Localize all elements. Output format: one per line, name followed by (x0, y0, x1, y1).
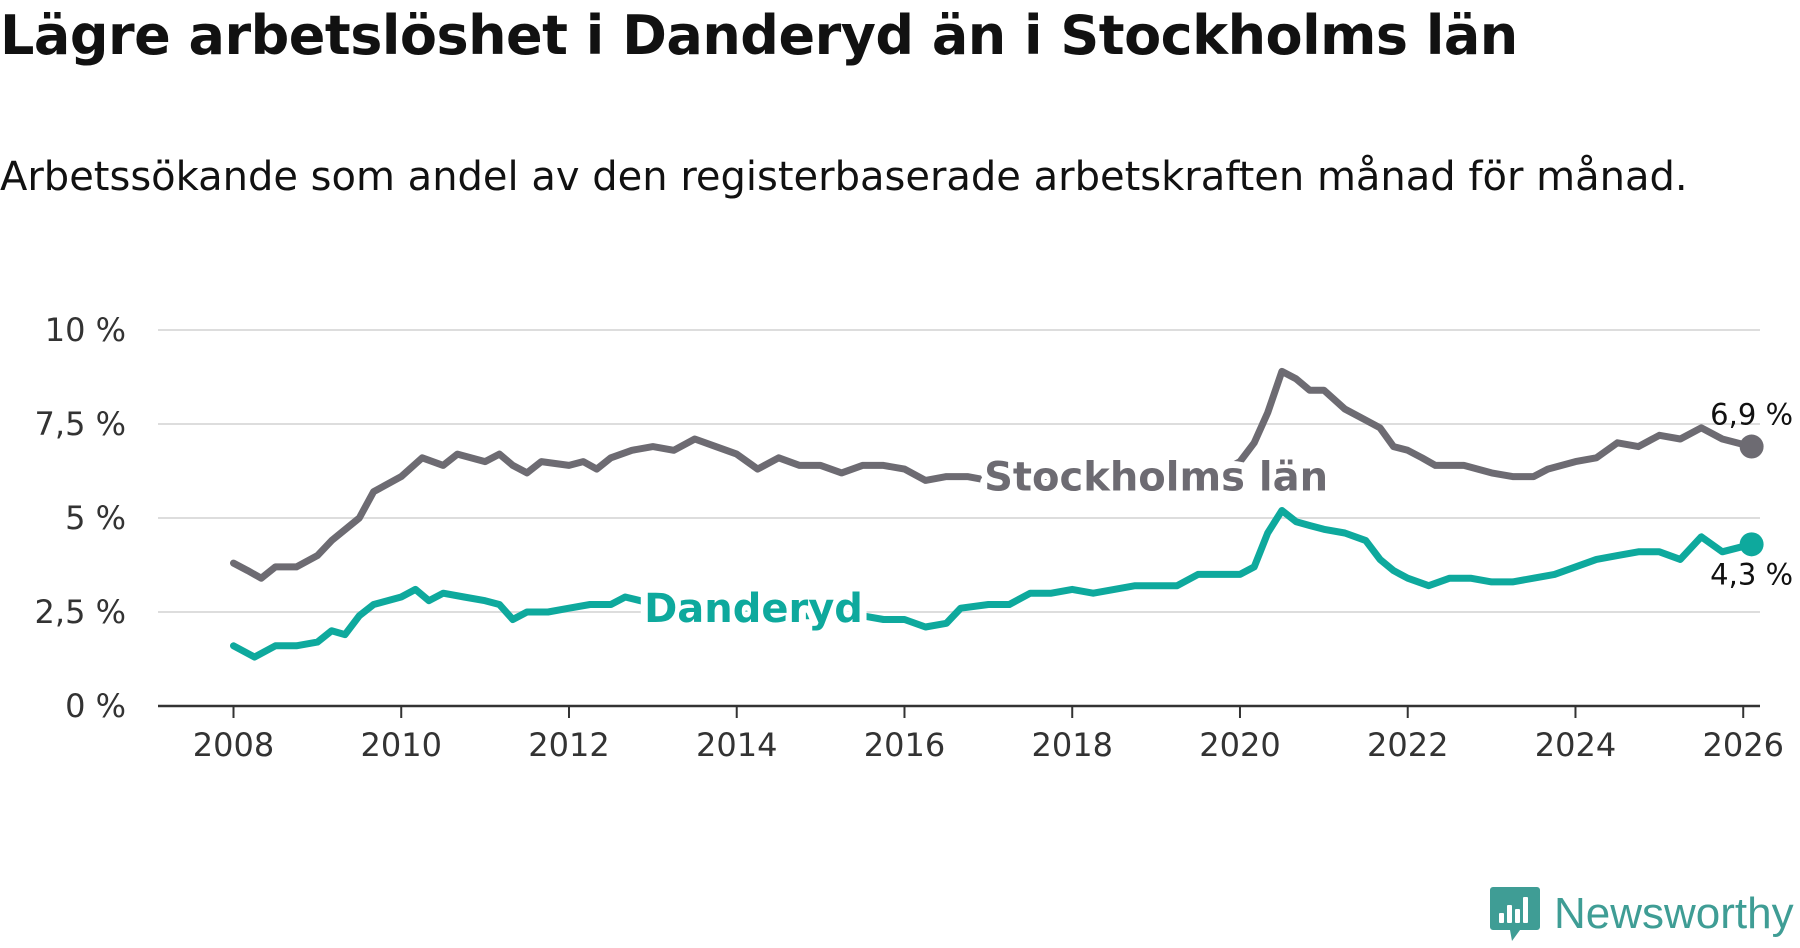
x-tick-label: 2014 (696, 726, 777, 764)
end-value-label-danderyd: 4,3 % (1710, 557, 1793, 591)
end-point-danderyd (1739, 532, 1764, 557)
x-axis: 2008 2010 2012 2014 2016 2018 2020 2022 2024 2026 (158, 704, 1784, 764)
y-tick-label: 2,5 % (35, 593, 126, 631)
brand-name: Newsworthy (1554, 889, 1794, 938)
series-label-stockholms-l-n: Stockholms län (984, 455, 1328, 501)
series-line-stockholms-l-n (230, 367, 1756, 582)
series-line-danderyd (230, 507, 1756, 661)
x-tick-label: 2008 (193, 726, 274, 764)
y-tick-label: 5 % (65, 499, 126, 537)
series-labels: 6,9 % 4,3 % Stockholms län Danderyd (637, 398, 1793, 640)
x-tick-label: 2016 (864, 726, 945, 764)
x-tick-label: 2024 (1535, 726, 1616, 764)
x-tick-label: 2010 (361, 726, 442, 764)
x-tick-label: 2026 (1703, 726, 1784, 764)
series-lines (230, 367, 1764, 661)
end-point-stockholms-l-n (1739, 434, 1764, 459)
end-value-label-stockholms-l-n: 6,9 % (1710, 398, 1793, 432)
y-tick-label: 10 % (45, 311, 126, 349)
newsworthy-logo: Newsworthy (1490, 884, 1794, 944)
y-tick-label: 0 % (65, 687, 126, 725)
y-tick-label: 7,5 % (35, 405, 126, 443)
x-tick-label: 2018 (1032, 726, 1113, 764)
chart-title: Lägre arbetslöshet i Danderyd än i Stock… (0, 4, 1518, 67)
x-tick-label: 2012 (528, 726, 609, 764)
x-tick-label: 2022 (1367, 726, 1448, 764)
chart-subtitle: Arbetssökande som andel av den registerb… (0, 154, 1688, 200)
y-axis-ticks: 0 % 2,5 % 5 % 7,5 % 10 % (35, 311, 126, 725)
newsworthy-logo-icon (1490, 887, 1540, 941)
x-tick-label: 2020 (1199, 726, 1280, 764)
gridlines (158, 329, 1760, 613)
series-label-danderyd: Danderyd (644, 586, 863, 632)
